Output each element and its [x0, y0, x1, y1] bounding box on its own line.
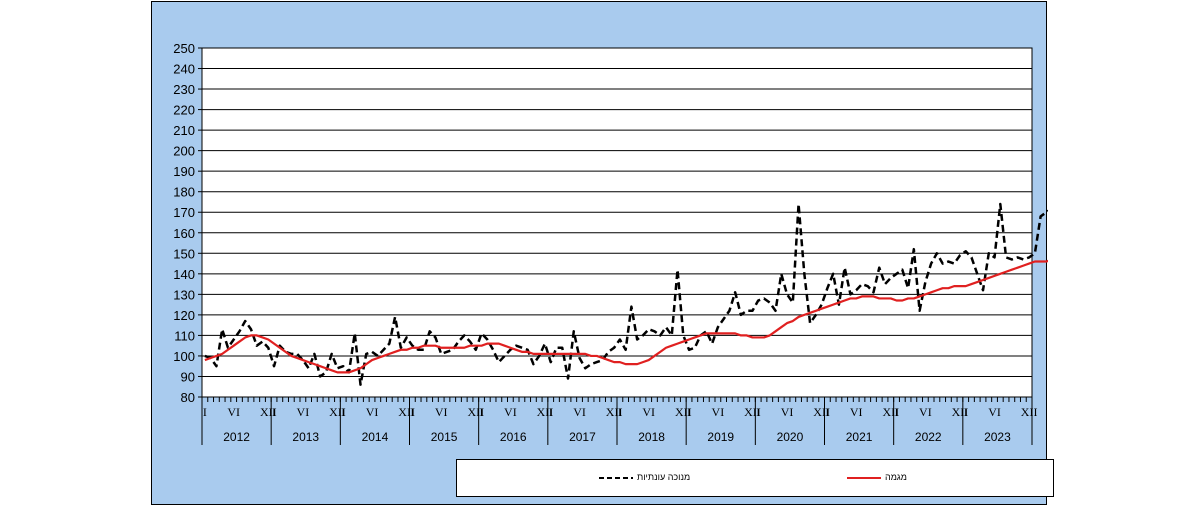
gridlines [202, 47, 1032, 377]
x-month-label: VI [919, 405, 932, 419]
x-month-label: XII [260, 405, 277, 419]
plot-area [201, 47, 1033, 398]
series-trend [204, 259, 1048, 374]
y-tick-label-190: 190 [173, 164, 195, 179]
x-month-label: I [964, 405, 968, 419]
legend-swatch-solid [847, 477, 881, 479]
x-year-label-2018: 2018 [638, 430, 665, 444]
x-month-label: VI [642, 405, 655, 419]
x-axis: I VI XII 2012 I VI XII 2013 I VI XII 2014 I VI XII 2015… [201, 397, 1038, 445]
x-month-label: VI [297, 405, 310, 419]
x-month-label: I [895, 405, 899, 419]
x-year-label-2020: 2020 [777, 430, 804, 444]
x-month-label: VI [227, 405, 240, 419]
x-month-label: XII [537, 405, 554, 419]
x-month-label: VI [504, 405, 517, 419]
y-tick-label-110: 110 [174, 328, 195, 343]
x-month-label: I [480, 405, 484, 419]
x-year-label-2015: 2015 [431, 430, 458, 444]
y-tick-label-180: 180 [173, 185, 195, 200]
x-year-label-2012: 2012 [223, 430, 250, 444]
x-year-label-2014: 2014 [362, 430, 389, 444]
x-month-label: I [756, 405, 760, 419]
x-month-label: XII [744, 405, 761, 419]
series-layer [204, 202, 1048, 386]
y-axis: 80 90 100 110 120 130 140 150 160 170 180 190 200 210… [173, 41, 202, 405]
x-month-label: VI [435, 405, 448, 419]
x-month-label: VI [573, 405, 586, 419]
x-year-label-2017: 2017 [569, 430, 596, 444]
x-month-label: I [410, 405, 414, 419]
legend-item-seasonally-adjusted: מנוכה עונתיות [597, 460, 757, 496]
x-month-label: I [549, 405, 553, 419]
x-month-label: VI [781, 405, 794, 419]
series-seasonally-adjusted [204, 202, 1048, 386]
x-month-label: I [341, 405, 345, 419]
x-month-label: I [618, 405, 622, 419]
x-month-label: VI [366, 405, 379, 419]
y-tick-label-90: 90 [181, 369, 195, 384]
x-month-label: XII [882, 405, 899, 419]
x-month-label: XII [1021, 405, 1038, 419]
y-tick-label-240: 240 [173, 62, 195, 77]
x-year-label-2016: 2016 [500, 430, 527, 444]
x-month-label: XII [606, 405, 623, 419]
x-month-label: I [687, 405, 691, 419]
y-tick-label-200: 200 [173, 144, 195, 159]
x-month-label: I [825, 405, 829, 419]
x-month-label: XII [952, 405, 969, 419]
x-year-label-2023: 2023 [984, 430, 1011, 444]
x-month-label: XII [467, 405, 484, 419]
x-month-label: XII [813, 405, 830, 419]
legend-item-trend: מגמה [845, 460, 965, 496]
x-year-label-2019: 2019 [707, 430, 734, 444]
legend: מנוכה עונתיות מגמה [456, 459, 1054, 497]
x-month-label: I [272, 405, 276, 419]
y-tick-label-140: 140 [173, 267, 195, 282]
y-tick-label-100: 100 [173, 349, 195, 364]
line-chart: 80 90 100 110 120 130 140 150 160 170 180 190 200 210… [173, 41, 1048, 445]
legend-swatch-dashed [599, 477, 633, 479]
y-tick-label-120: 120 [173, 308, 195, 323]
x-month-label: I [203, 405, 207, 419]
y-tick-label-130: 130 [173, 287, 195, 302]
y-tick-label-210: 210 [173, 123, 195, 138]
x-month-label: XII [398, 405, 415, 419]
y-tick-label-250: 250 [173, 41, 195, 56]
chart-frame: 80 90 100 110 120 130 140 150 160 170 180 190 200 210… [151, 1, 1054, 505]
x-month-label: XII [329, 405, 346, 419]
legend-label-trend: מגמה [885, 472, 907, 482]
x-year-label-2021: 2021 [846, 430, 873, 444]
x-month-label: VI [712, 405, 725, 419]
y-tick-label-150: 150 [173, 246, 195, 261]
legend-label-seasonally-adjusted: מנוכה עונתיות [637, 472, 691, 482]
y-tick-label-230: 230 [173, 82, 195, 97]
x-year-label-2013: 2013 [292, 430, 319, 444]
y-tick-label-80: 80 [181, 390, 195, 405]
y-tick-label-170: 170 [173, 205, 195, 220]
y-tick-label-220: 220 [173, 103, 195, 118]
y-tick-label-160: 160 [173, 226, 195, 241]
x-month-label: VI [988, 405, 1001, 419]
x-month-label: VI [850, 405, 863, 419]
x-year-label-2022: 2022 [915, 430, 942, 444]
x-month-label: XII [675, 405, 692, 419]
